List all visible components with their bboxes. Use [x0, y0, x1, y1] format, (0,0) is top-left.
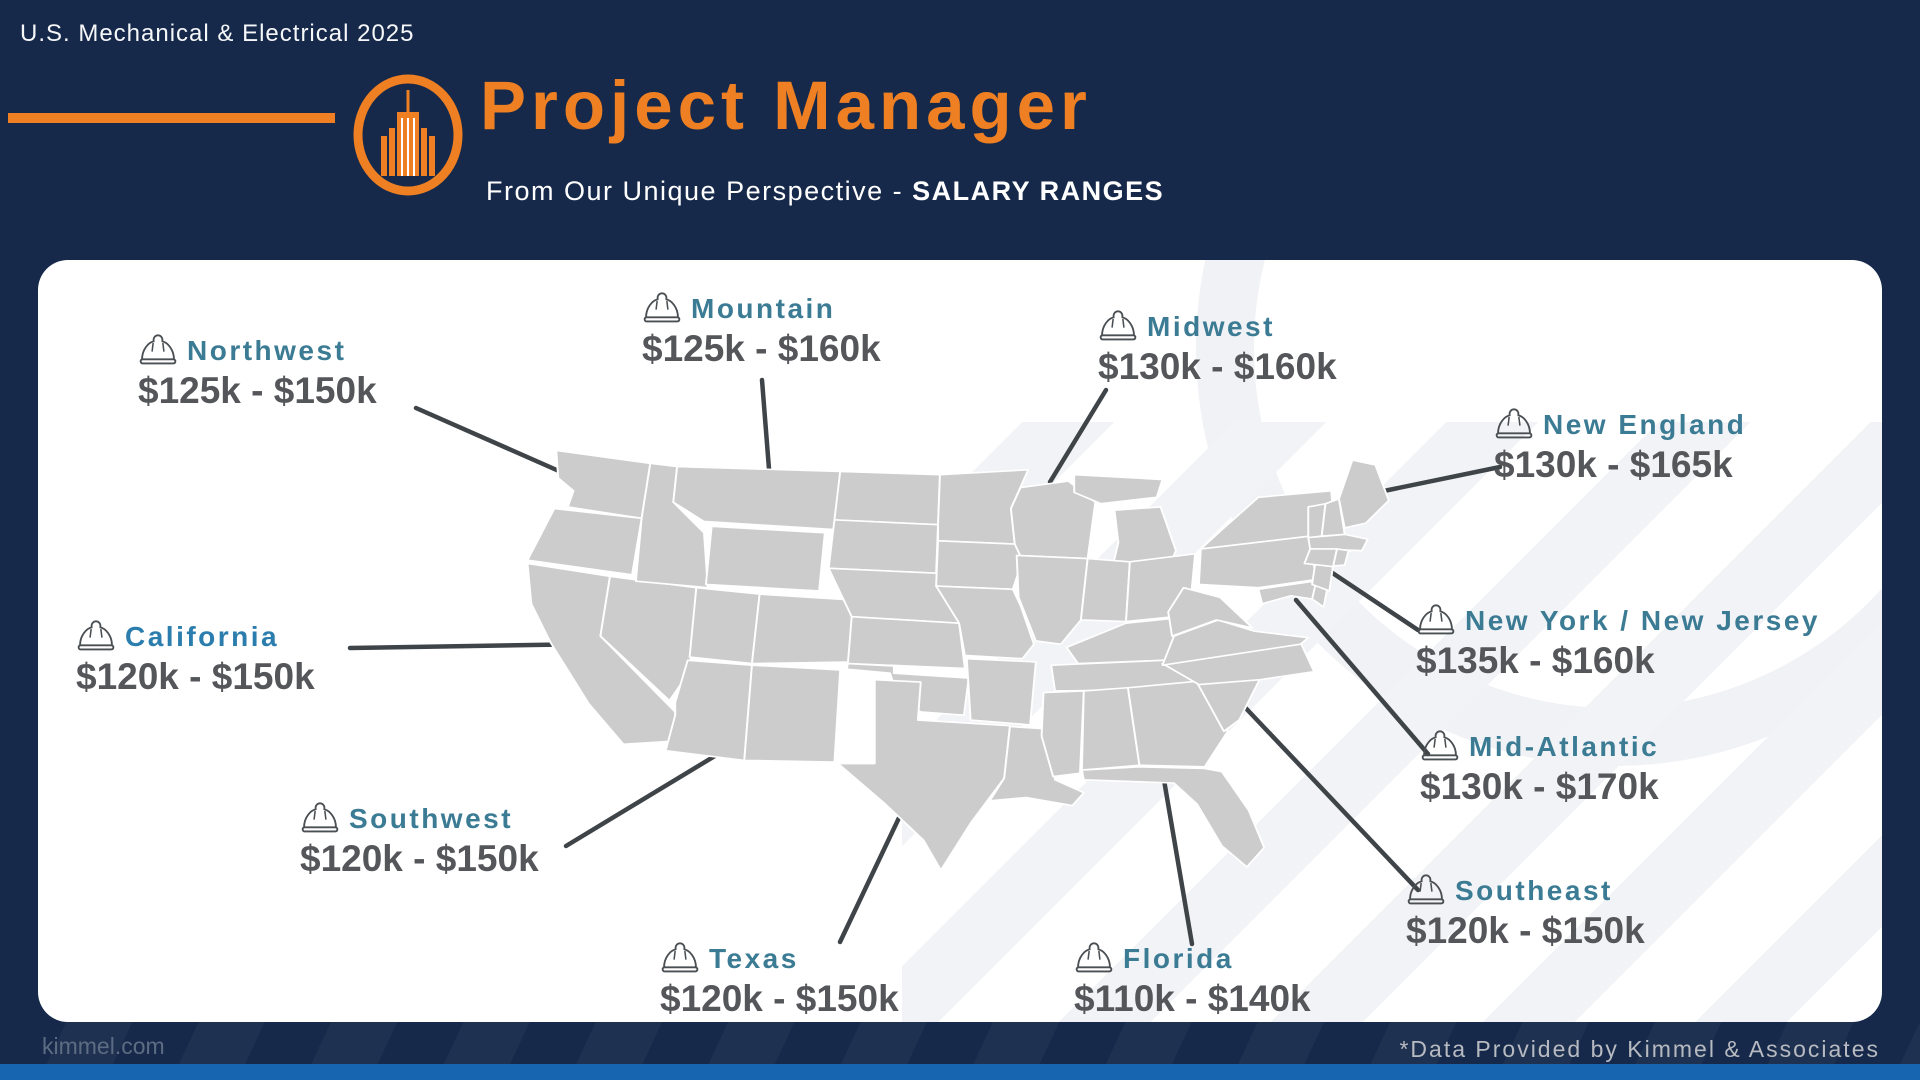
- state-MS: [1040, 690, 1085, 778]
- website-url: kimmel.com: [42, 1033, 165, 1059]
- lead-lines: [347, 377, 1503, 947]
- region-salary: $120k - $150k: [1406, 910, 1645, 951]
- company-building-logo-icon: [353, 74, 463, 196]
- state-IA: [935, 540, 1024, 591]
- region-name: Mountain: [691, 292, 836, 324]
- state-RI: [1332, 548, 1350, 567]
- state-MD: [1257, 580, 1323, 605]
- subtitle-prefix: From Our Unique Perspective -: [486, 176, 913, 206]
- region-label-new-england: New England $130k - $165k: [1494, 408, 1746, 486]
- state-OR: [526, 507, 643, 576]
- lead-line-mid-atlantic: [1293, 597, 1431, 757]
- hard-hat-icon: [1494, 408, 1534, 441]
- hard-hat-icon: [660, 942, 700, 975]
- state-GA: [1126, 680, 1229, 768]
- hard-hat-icon: [642, 292, 682, 325]
- state-SD: [827, 519, 939, 574]
- hard-hat-icon: [1074, 942, 1114, 975]
- region-salary: $120k - $150k: [300, 838, 539, 879]
- state-IN: [1079, 557, 1131, 623]
- hard-hat-icon: [138, 334, 178, 367]
- region-salary: $125k - $160k: [642, 328, 881, 369]
- state-TX: [837, 678, 1011, 871]
- state-MO: [935, 585, 1035, 660]
- region-label-northwest: Northwest $125k - $150k: [138, 334, 377, 412]
- region-name: Southeast: [1455, 874, 1613, 906]
- hard-hat-icon: [300, 802, 340, 835]
- region-salary: $130k - $170k: [1420, 766, 1659, 807]
- map-card: Northwest $125k - $150k Mountain $125k -…: [38, 260, 1882, 1022]
- region-name: California: [125, 620, 280, 652]
- region-label-southwest: Southwest $120k - $150k: [300, 802, 539, 880]
- region-name: Florida: [1123, 942, 1234, 974]
- page-title: Project Manager: [480, 67, 1092, 144]
- state-UT: [688, 586, 761, 665]
- lead-line-midwest: [1047, 387, 1109, 485]
- region-name: Mid-Atlantic: [1469, 730, 1660, 762]
- eyebrow-title: U.S. Mechanical & Electrical 2025: [20, 20, 415, 47]
- lead-line-northwest: [413, 405, 571, 478]
- state-WA: [555, 449, 652, 520]
- lead-line-mountain: [759, 377, 772, 472]
- state-WY: [704, 525, 826, 592]
- hard-hat-icon: [1098, 310, 1138, 343]
- lead-line-florida: [1161, 777, 1195, 947]
- region-name: Southwest: [349, 802, 514, 834]
- lead-line-ny-nj: [1325, 567, 1421, 633]
- hard-hat-icon: [1406, 874, 1446, 907]
- bottom-accent-bar: [0, 1064, 1920, 1080]
- state-MT: [672, 465, 842, 531]
- region-salary: $120k - $150k: [76, 656, 315, 697]
- state-MA: [1307, 533, 1369, 552]
- footer-stripes: [0, 1022, 1920, 1064]
- region-label-southeast: Southeast $120k - $150k: [1406, 874, 1645, 952]
- accent-divider: [8, 113, 335, 123]
- region-label-new-york-new-jersey: New York / New Jersey $135k - $160k: [1416, 604, 1820, 682]
- state-NM: [743, 664, 842, 763]
- hard-hat-icon: [1420, 730, 1460, 763]
- region-salary: $130k - $165k: [1494, 444, 1733, 485]
- state-KS: [846, 615, 966, 670]
- state-ND: [833, 470, 941, 526]
- region-salary: $130k - $160k: [1098, 346, 1337, 387]
- state-AR: [965, 657, 1037, 726]
- hard-hat-icon: [1416, 604, 1456, 637]
- region-salary: $120k - $150k: [660, 978, 899, 1019]
- region-label-florida: Florida $110k - $140k: [1074, 942, 1311, 1020]
- region-label-midwest: Midwest $130k - $160k: [1098, 310, 1337, 388]
- region-salary: $110k - $140k: [1074, 978, 1311, 1019]
- lead-line-southeast: [1237, 699, 1421, 893]
- lead-line-new-england: [1371, 464, 1503, 496]
- region-salary: $135k - $160k: [1416, 640, 1655, 681]
- subtitle-emphasis: SALARY RANGES: [912, 176, 1165, 206]
- data-attribution: *Data Provided by Kimmel & Associates: [1399, 1036, 1880, 1062]
- us-states-map: [526, 449, 1390, 871]
- region-name: Texas: [709, 942, 799, 974]
- lead-line-southwest: [563, 739, 741, 849]
- region-label-mountain: Mountain $125k - $160k: [642, 292, 881, 370]
- region-name: Midwest: [1147, 310, 1275, 342]
- state-CT: [1303, 548, 1338, 568]
- region-label-mid-atlantic: Mid-Atlantic $130k - $170k: [1420, 730, 1659, 808]
- region-name: New England: [1543, 408, 1747, 440]
- region-name: Northwest: [187, 334, 347, 366]
- hard-hat-icon: [76, 620, 116, 653]
- state-WV: [1167, 586, 1254, 637]
- region-name: New York / New Jersey: [1465, 604, 1820, 636]
- region-label-texas: Texas $120k - $150k: [660, 942, 899, 1020]
- page-subtitle: From Our Unique Perspective - SALARY RAN…: [486, 176, 1164, 207]
- region-salary: $125k - $150k: [138, 370, 377, 411]
- state-FL: [1080, 766, 1266, 868]
- region-label-california: California $120k - $150k: [76, 620, 315, 698]
- state-ME: [1337, 459, 1390, 529]
